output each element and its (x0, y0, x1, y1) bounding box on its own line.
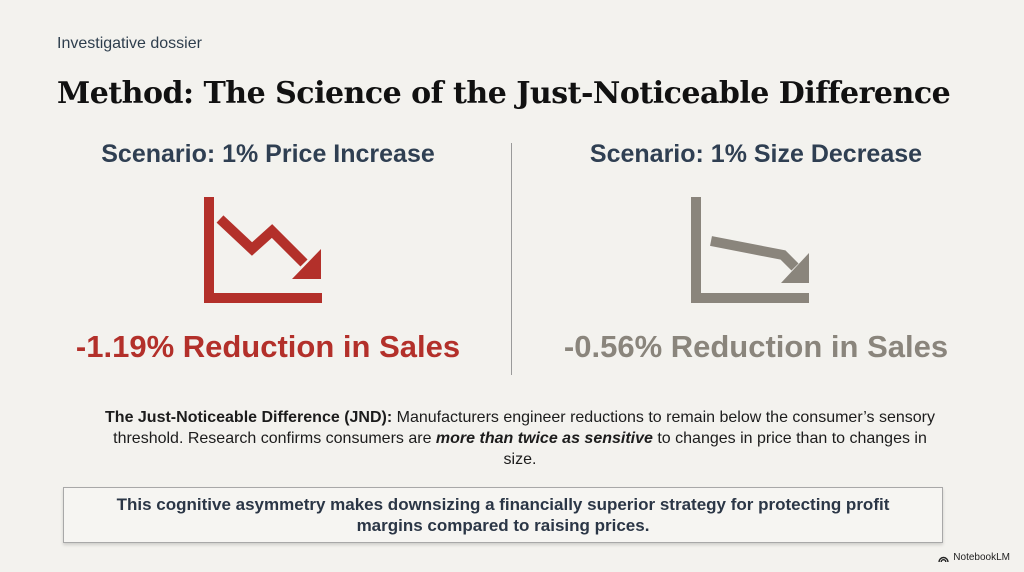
page-title: Method: The Science of the Just-Noticeab… (57, 76, 951, 111)
scenario-size-decrease: Scenario: 1% Size Decrease -0.56% Reduct… (536, 140, 976, 365)
scenario-price-increase: Scenario: 1% Price Increase -1.19% Reduc… (48, 140, 488, 365)
gentle-decline-chart-icon (691, 197, 809, 303)
scenario-heading: Scenario: 1% Price Increase (101, 140, 435, 168)
brand-watermark: NotebookLM (938, 552, 1010, 563)
jnd-text: to changes in price than to changes in s… (503, 430, 927, 468)
sales-reduction-value: -1.19% Reduction in Sales (75, 329, 461, 364)
steep-decline-chart-icon (204, 197, 322, 303)
jnd-text: Manufacturers engineer reductions to rem… (113, 409, 935, 447)
divider (511, 143, 512, 375)
jnd-term: The Just-Noticeable Difference (JND): (105, 409, 393, 426)
jnd-emphasis: more than twice as sensitive (435, 430, 653, 447)
scenario-heading: Scenario: 1% Size Decrease (589, 140, 923, 168)
notebooklm-logo-icon (938, 556, 949, 562)
eyebrow-label: Investigative dossier (57, 35, 202, 52)
sales-reduction-value: -0.56% Reduction in Sales (563, 329, 949, 364)
conclusion-text: This cognitive asymmetry makes downsizin… (116, 495, 890, 535)
conclusion-callout: This cognitive asymmetry makes downsizin… (63, 487, 943, 543)
jnd-explanation: The Just-Noticeable Difference (JND): Ma… (100, 407, 940, 470)
brand-label: NotebookLM (953, 552, 1010, 563)
